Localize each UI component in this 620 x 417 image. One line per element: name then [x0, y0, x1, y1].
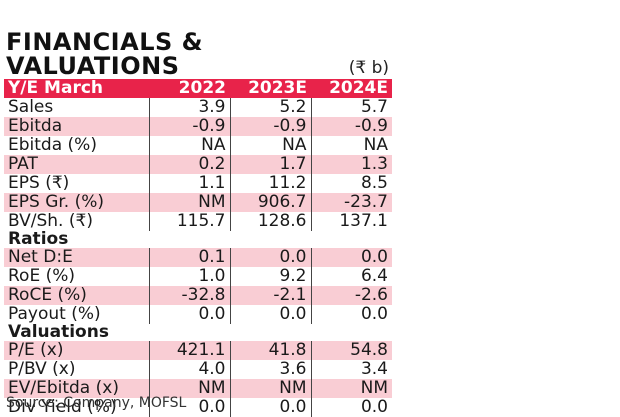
row-value: -2.6 [310, 286, 392, 305]
row-label: P/BV (x) [4, 360, 149, 379]
row-value: NM [148, 379, 230, 398]
row-value: 41.8 [229, 341, 311, 360]
row-label: RoE (%) [4, 267, 149, 286]
table-row: EPS Gr. (%) NM 906.7 -23.7 [4, 193, 392, 212]
row-value: 0.0 [310, 248, 392, 267]
row-value: -2.1 [229, 286, 311, 305]
header-label: Y/E March [4, 79, 149, 98]
table-row: BV/Sh. (₹) 115.7 128.6 137.1 [4, 212, 392, 231]
row-label: EPS Gr. (%) [4, 193, 149, 212]
table-row: EPS (₹) 1.1 11.2 8.5 [4, 174, 392, 193]
table-row: P/E (x) 421.1 41.8 54.8 [4, 341, 392, 360]
table-row: PAT 0.2 1.7 1.3 [4, 155, 392, 174]
table-row: Sales 3.9 5.2 5.7 [4, 98, 392, 117]
row-value: -32.8 [148, 286, 230, 305]
row-value: 54.8 [310, 341, 392, 360]
header-year: 2023E [230, 79, 311, 98]
row-value: 8.5 [310, 174, 392, 193]
financials-table: Y/E March 2022 2023E 2024E Sales 3.9 5.2 5.… [4, 79, 392, 417]
row-value: 6.4 [310, 267, 392, 286]
row-value: 128.6 [229, 212, 311, 231]
row-value: 0.0 [229, 248, 311, 267]
row-value: 11.2 [229, 174, 311, 193]
row-label: Ebitda [4, 117, 149, 136]
row-label: EPS (₹) [4, 174, 149, 193]
table-row: Ebitda -0.9 -0.9 -0.9 [4, 117, 392, 136]
title-line-1: FINANCIALS & [6, 28, 204, 56]
row-value: 0.1 [148, 248, 230, 267]
row-value: -0.9 [148, 117, 230, 136]
row-label: Ebitda (%) [4, 136, 149, 155]
row-value: 421.1 [148, 341, 230, 360]
row-value: NM [310, 379, 392, 398]
table-row: Payout (%) 0.0 0.0 0.0 [4, 305, 392, 324]
row-value: 3.9 [148, 98, 230, 117]
table-row: RoE (%) 1.0 9.2 6.4 [4, 267, 392, 286]
row-label: PAT [4, 155, 149, 174]
header-year: 2022 [149, 79, 230, 98]
row-value: 0.0 [310, 305, 392, 324]
row-value: 1.7 [229, 155, 311, 174]
section-row: Valuations [4, 324, 392, 341]
row-value: 0.0 [148, 305, 230, 324]
row-value: 4.0 [148, 360, 230, 379]
row-value: 3.4 [310, 360, 392, 379]
table-row: Net D:E 0.1 0.0 0.0 [4, 248, 392, 267]
title-line-2: VALUATIONS [6, 52, 180, 80]
row-value: 0.2 [148, 155, 230, 174]
row-value: NM [229, 379, 311, 398]
row-value: 0.0 [229, 398, 311, 417]
row-value: 137.1 [310, 212, 392, 231]
row-value: 0.0 [310, 398, 392, 417]
row-value: 0.0 [229, 305, 311, 324]
table-row: Div Yield (%) 0.0 0.0 0.0 [4, 398, 392, 417]
table-row: RoCE (%) -32.8 -2.1 -2.6 [4, 286, 392, 305]
row-value: 1.3 [310, 155, 392, 174]
row-value: 5.7 [310, 98, 392, 117]
row-value: -0.9 [310, 117, 392, 136]
table-row: P/BV (x) 4.0 3.6 3.4 [4, 360, 392, 379]
row-label: Net D:E [4, 248, 149, 267]
table-row: EV/Ebitda (x) NM NM NM [4, 379, 392, 398]
table-row: Ebitda (%) NA NA NA [4, 136, 392, 155]
row-value: 0.0 [148, 398, 230, 417]
row-label: Div Yield (%) [4, 398, 149, 417]
row-value: NA [148, 136, 230, 155]
row-value: 1.0 [148, 267, 230, 286]
header-row: Y/E March 2022 2023E 2024E [4, 79, 392, 98]
unit-label: (₹ b) [348, 58, 389, 78]
source-note: Source: Company, MOFSL [6, 395, 187, 411]
row-value: 5.2 [229, 98, 311, 117]
row-label: RoCE (%) [4, 286, 149, 305]
row-value: 906.7 [229, 193, 311, 212]
section-label: Ratios [4, 231, 392, 248]
section-row: Ratios [4, 231, 392, 248]
row-label: Sales [4, 98, 149, 117]
row-value: NA [229, 136, 311, 155]
row-value: 1.1 [148, 174, 230, 193]
financials-card: FINANCIALS & VALUATIONS (₹ b) Y/E March … [4, 28, 392, 417]
row-label: P/E (x) [4, 341, 149, 360]
row-value: -0.9 [229, 117, 311, 136]
row-value: 3.6 [229, 360, 311, 379]
row-value: NA [310, 136, 392, 155]
row-label: EV/Ebitda (x) [4, 379, 149, 398]
row-label: BV/Sh. (₹) [4, 212, 149, 231]
row-value: 9.2 [229, 267, 311, 286]
row-value: 115.7 [148, 212, 230, 231]
section-label: Valuations [4, 324, 392, 341]
row-label: Payout (%) [4, 305, 149, 324]
header-year: 2024E [311, 79, 392, 98]
row-value: NM [148, 193, 230, 212]
table-body: Sales 3.9 5.2 5.7 Ebitda -0.9 -0.9 -0.9 Ebitda (… [4, 98, 392, 417]
row-value: -23.7 [310, 193, 392, 212]
